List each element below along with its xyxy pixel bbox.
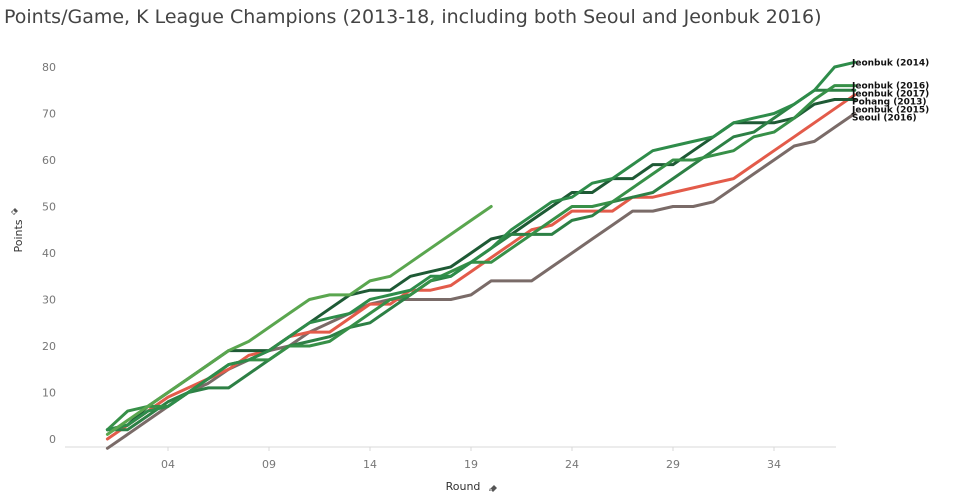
x-axis-pin-icon[interactable] bbox=[489, 485, 497, 492]
x-tick-label: 24 bbox=[565, 458, 579, 471]
x-axis-title[interactable]: Round bbox=[446, 480, 481, 493]
series-line-unlabeled[interactable] bbox=[105, 205, 493, 436]
x-tick-label: 34 bbox=[767, 458, 781, 471]
y-tick-label: 60 bbox=[42, 154, 56, 167]
series-end-label: Jeonbuk (2015) bbox=[851, 106, 929, 116]
series-line-pohang-2013[interactable] bbox=[105, 93, 857, 441]
chart-title: Points/Game, K League Champions (2013-18… bbox=[4, 6, 822, 28]
series-lines bbox=[105, 60, 857, 450]
series-line-seoul-2016[interactable] bbox=[105, 112, 857, 450]
series-line-jeonbuk-2017[interactable] bbox=[105, 88, 857, 432]
x-tick-label: 29 bbox=[666, 458, 680, 471]
y-tick-label: 20 bbox=[42, 340, 56, 353]
legend: Jeonbuk (2014)Jeonbuk (2016)Jeonbuk (201… bbox=[851, 58, 929, 123]
series-end-label: Seoul (2016) bbox=[852, 114, 917, 124]
series-end-label: Jeonbuk (2014) bbox=[851, 58, 929, 68]
y-tick-label: 50 bbox=[42, 201, 56, 214]
y-axis: 0 10 20 30 40 50 60 70 80 bbox=[42, 61, 56, 446]
x-axis: 04 09 14 19 24 29 34 bbox=[161, 447, 781, 471]
series-end-label: Pohang (2013) bbox=[852, 98, 927, 108]
x-tick-label: 19 bbox=[464, 458, 478, 471]
x-tick-label: 09 bbox=[262, 458, 276, 471]
x-tick-label: 04 bbox=[161, 458, 175, 471]
series-end-label: Jeonbuk (2016) bbox=[851, 82, 929, 92]
y-tick-label: 10 bbox=[42, 387, 56, 400]
series-line-jeonbuk-2014[interactable] bbox=[105, 60, 857, 432]
y-tick-label: 80 bbox=[42, 61, 56, 74]
y-tick-label: 0 bbox=[49, 433, 56, 446]
x-tick-label: 14 bbox=[363, 458, 377, 471]
series-line-jeonbuk-2016[interactable] bbox=[105, 84, 857, 432]
y-axis-pin-icon[interactable] bbox=[11, 208, 18, 215]
y-tick-label: 30 bbox=[42, 294, 56, 307]
y-axis-title[interactable]: Points bbox=[12, 219, 25, 252]
series-end-label: Jeonbuk (2017) bbox=[851, 90, 929, 100]
y-tick-label: 40 bbox=[42, 247, 56, 260]
y-tick-label: 70 bbox=[42, 108, 56, 121]
